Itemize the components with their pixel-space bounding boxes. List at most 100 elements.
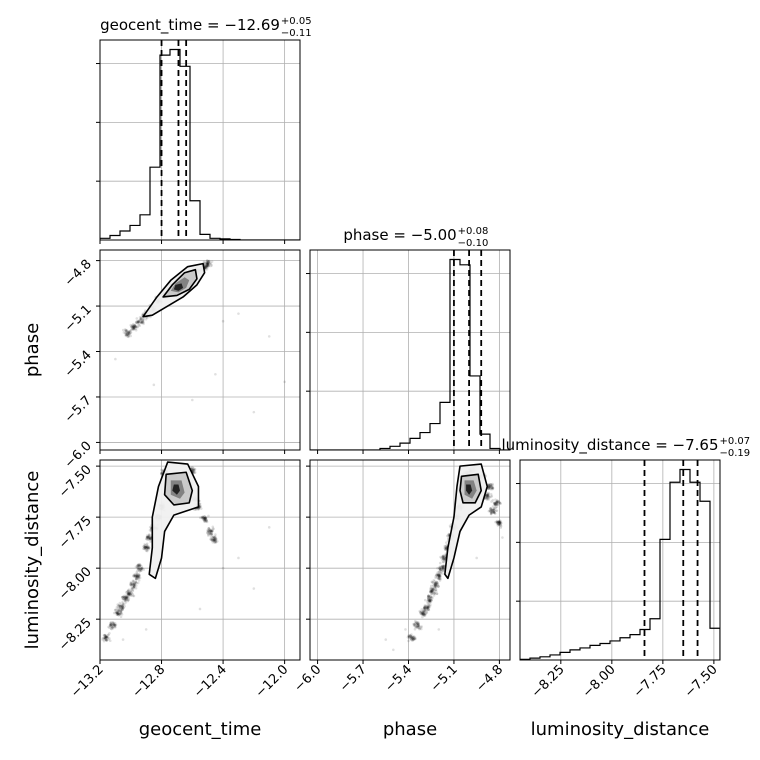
sample-point <box>130 328 134 331</box>
sample-point <box>213 536 216 539</box>
sample-point <box>109 622 113 626</box>
sample-point <box>416 625 420 628</box>
sample-point <box>435 581 439 584</box>
sample-point <box>410 638 414 641</box>
sample-point <box>435 573 438 577</box>
sample-point <box>210 539 214 542</box>
sample-point <box>213 541 217 545</box>
sample-point <box>143 547 147 551</box>
sample-point <box>192 470 195 474</box>
sample-point <box>130 591 134 595</box>
contour-line-0 <box>444 463 489 580</box>
sample-point <box>429 590 432 594</box>
sample-point <box>495 500 499 504</box>
sample-point <box>160 471 163 475</box>
sample-point <box>134 325 138 329</box>
sample-point <box>108 624 112 628</box>
sample-point <box>124 329 128 332</box>
sample-point <box>146 549 149 553</box>
sample-point <box>121 595 125 599</box>
sample-point <box>485 496 489 499</box>
sample-point <box>433 592 437 595</box>
sample-point <box>104 637 107 640</box>
sample-point <box>135 575 139 579</box>
sample-point <box>414 625 417 629</box>
sample-point <box>441 569 444 572</box>
sample-point <box>444 548 447 551</box>
sample-point <box>206 264 209 268</box>
sample-point <box>423 613 426 617</box>
sample-point <box>126 589 130 593</box>
title-prefix: phase = <box>343 226 410 244</box>
sample-point <box>138 566 141 570</box>
sample-point <box>201 518 205 521</box>
sample-point <box>436 581 439 584</box>
sample-point <box>435 582 438 586</box>
x-tick-label-luminosity_distance: −7.50 <box>682 662 721 701</box>
sample-point <box>213 538 216 541</box>
sample-point <box>147 546 151 549</box>
sample-point <box>444 546 448 550</box>
sample-point <box>116 612 120 616</box>
sample-point <box>429 600 433 604</box>
sample-point <box>425 606 429 610</box>
sample-point <box>499 523 502 526</box>
sample-point <box>208 260 211 263</box>
sample-point <box>109 623 113 626</box>
sample-point <box>135 574 138 577</box>
sample-point <box>212 539 216 543</box>
title-error-minus: −0.10 <box>458 238 489 249</box>
sample-point <box>205 264 209 267</box>
sample-point <box>426 605 430 609</box>
sample-point <box>491 507 495 511</box>
sample-point <box>434 574 437 578</box>
sample-point <box>432 587 435 590</box>
sample-point <box>118 612 121 616</box>
x-tick-label-phase: −5.7 <box>337 662 370 695</box>
sample-point <box>206 261 209 264</box>
sample-point <box>410 636 414 639</box>
sample-point <box>210 532 213 536</box>
sample-point <box>137 323 140 327</box>
sample-point <box>132 575 136 578</box>
sample-point <box>417 622 420 625</box>
sample-point <box>123 597 127 601</box>
sample-point <box>494 503 497 507</box>
sample-point <box>142 547 145 551</box>
sample-point <box>117 603 121 607</box>
sample-point <box>138 564 142 568</box>
sample-point <box>132 327 135 331</box>
sample-point <box>147 547 150 550</box>
sample-point <box>204 266 207 269</box>
sample-point <box>213 539 217 543</box>
sample-point <box>488 485 491 489</box>
sample-point <box>418 627 421 631</box>
sample-point <box>428 597 432 601</box>
title-error-plus: +0.05 <box>281 16 312 27</box>
sample-point <box>102 639 106 643</box>
sample-point <box>420 613 424 616</box>
sample-point <box>490 484 494 488</box>
sample-point <box>430 592 433 595</box>
sample-point <box>426 605 430 609</box>
sample-point <box>411 638 415 641</box>
sample-point <box>427 594 431 597</box>
sample-point <box>128 332 132 336</box>
sample-point <box>137 322 140 325</box>
sample-point <box>411 638 415 641</box>
sample-point <box>211 539 215 542</box>
sample-point <box>443 556 446 559</box>
sample-point <box>443 554 446 557</box>
sample-point <box>486 494 489 497</box>
sample-point <box>117 612 120 616</box>
sample-point <box>426 596 430 599</box>
sample-point <box>435 592 439 595</box>
sample-point <box>427 599 430 603</box>
title-prefix: geocent_time = <box>100 16 224 35</box>
sample-point <box>122 331 126 334</box>
sample-point <box>133 324 137 328</box>
sample-point <box>160 472 163 476</box>
sample-point <box>434 582 437 586</box>
sample-point <box>142 545 146 549</box>
sample-point <box>131 588 135 592</box>
